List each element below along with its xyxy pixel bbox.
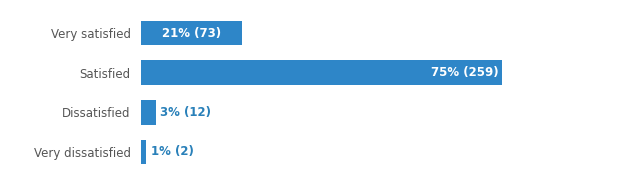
Text: 21% (73): 21% (73) [162, 26, 221, 40]
Text: 1% (2): 1% (2) [151, 145, 194, 159]
Text: 75% (259): 75% (259) [431, 66, 499, 79]
Bar [141, 140, 146, 164]
Bar [141, 21, 243, 45]
Bar [141, 60, 503, 85]
Text: 3% (12): 3% (12) [160, 106, 211, 119]
Bar [141, 100, 155, 125]
